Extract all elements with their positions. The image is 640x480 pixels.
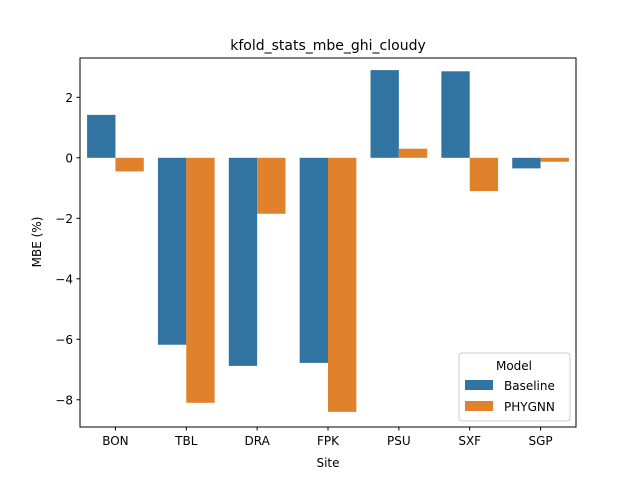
y-tick-label: −6 [55,333,73,347]
legend-swatch-baseline [465,380,493,390]
y-tick-label: −4 [55,272,73,286]
bar-phygnn-sgp [540,157,569,162]
bar-phygnn-psu [398,148,428,158]
bar-baseline-sgp [512,157,541,169]
x-tick-label-tbl: TBL [174,434,198,448]
legend-title: Model [496,359,532,373]
bar-phygnn-bon [115,157,144,172]
y-tick-label: −8 [55,393,73,407]
x-tick-label-fpk: FPK [317,434,340,448]
bar-baseline-fpk [299,157,328,363]
y-axis: 2 0 −2 −4 −6 −8 [55,91,80,407]
bar-baseline-bon [87,114,116,158]
bar-baseline-tbl [157,157,187,345]
legend: Model Baseline PHYGNN [458,352,571,422]
bar-baseline-psu [370,70,399,158]
x-tick-label-dra: DRA [244,434,270,448]
bar-phygnn-tbl [186,157,215,403]
legend-swatch-phygnn [465,401,493,411]
bars-layer [87,70,569,412]
y-tick-label: 2 [65,91,73,105]
y-tick-label: 0 [65,151,73,165]
bar-phygnn-sxf [469,157,499,192]
bar-phygnn-fpk [328,157,357,412]
x-tick-label-psu: PSU [387,434,411,448]
x-tick-label-sgp: SGP [528,434,552,448]
y-axis-label: MBE (%) [30,217,44,268]
legend-label-baseline: Baseline [504,379,555,393]
plot-frame [79,57,577,428]
x-tick-label-bon: BON [102,434,128,448]
y-tick-label: −2 [55,212,73,226]
x-tick-label-sxf: SXF [458,434,481,448]
x-axis: BON TBL DRA FPK PSU SXF SGP [102,427,553,448]
legend-label-phygnn: PHYGNN [504,400,555,414]
bar-phygnn-dra [257,157,286,214]
x-axis-label: Site [316,456,339,470]
bar-baseline-dra [228,157,258,366]
chart-title: kfold_stats_mbe_ghi_cloudy [230,38,426,54]
bar-baseline-sxf [441,71,470,158]
